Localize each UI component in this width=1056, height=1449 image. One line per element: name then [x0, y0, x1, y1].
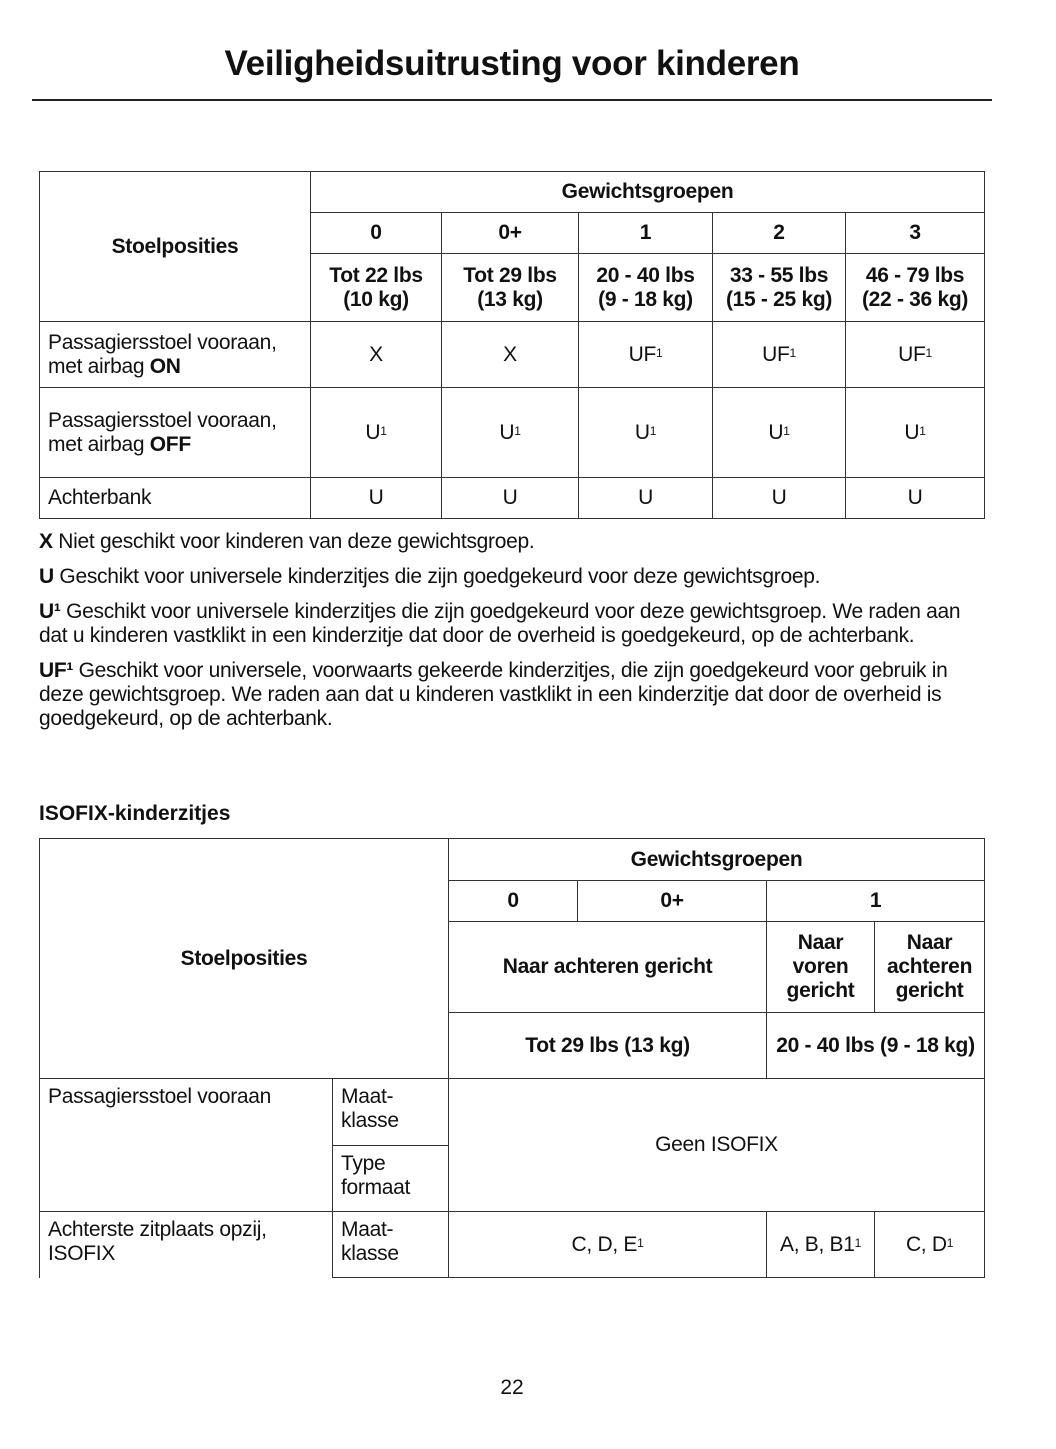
table-row: Passagiersstoel vooraan, met airbag ON X X… [39, 321, 986, 388]
seat-position-table: Stoelposities Gewichtsgroepen 0 0+ 1 2 3… [39, 171, 986, 519]
legend-key: X [39, 530, 53, 553]
value-cell: UF1 [712, 321, 846, 388]
no-isofix-cell: Geen ISOFIX [448, 1078, 986, 1212]
value-cell: C, D, E1 [448, 1211, 768, 1278]
weight-row: Tot 22 lbs (10 kg) Tot 29 lbs (13 kg) 20 - 4… [40, 253, 986, 322]
value-cell: X [310, 321, 442, 388]
size-class-label: Maat-klasse [331, 1078, 450, 1146]
value-cell: X [441, 321, 579, 388]
weight-cell: 20 - 40 lbs (9 - 18 kg) [578, 253, 713, 322]
value-cell: UF1 [844, 321, 986, 388]
group-header: Gewichtsgroepen [309, 171, 986, 213]
weight-cell: Tot 22 lbs (10 kg) [310, 253, 442, 322]
value-cell: U [310, 477, 442, 519]
legend-item: X Niet geschikt voor kinderen van deze g… [39, 530, 989, 554]
legend-item: UF¹ Geschikt voor universele, voorwaarts… [39, 659, 989, 731]
value-cell: U1 [844, 387, 986, 478]
row-label: Achterste zitplaats opzij, ISOFIX [39, 1211, 333, 1278]
legend-text: Geschikt voor universele kinderzitjes di… [59, 565, 821, 588]
legend-item: U Geschikt voor universele kinderzitjes … [39, 565, 989, 589]
legend: X Niet geschikt voor kinderen van deze g… [39, 530, 989, 742]
legend-text: Geschikt voor universele, voorwaarts gek… [39, 659, 948, 730]
legend-text: Geschikt voor universele kinderzitjes di… [39, 600, 961, 647]
value-cell: C, D1 [874, 1211, 986, 1278]
value-cell: U [712, 477, 846, 519]
group-cell: 0+ [441, 212, 579, 254]
isofix-heading: ISOFIX-kinderzitjes [39, 802, 231, 825]
group-cell: 0 [310, 212, 442, 254]
page-title: Veiligheidsuitrusting voor kinderen [224, 44, 800, 83]
legend-text: Niet geschikt voor kinderen van deze gew… [58, 530, 535, 553]
rear-facing-cell-2: Naar achteren gericht [874, 921, 986, 1013]
group-cell: 1 [578, 212, 713, 254]
group-cell: 1 [766, 880, 986, 922]
rear-facing-cell: Naar achteren gericht [448, 921, 768, 1013]
value-cell: A, B, B11 [766, 1211, 876, 1278]
value-cell: U [441, 477, 579, 519]
table-row: Passagiersstoel vooraan, met airbag OFF U… [39, 387, 986, 478]
group-row: 0 0+ 1 2 3 [40, 212, 986, 254]
type-format-label: Type formaat [331, 1145, 450, 1212]
value-cell: U1 [310, 387, 442, 478]
seat-header: Stoelposities [38, 838, 450, 1079]
value-cell: UF1 [578, 321, 713, 388]
value-cell: U [844, 477, 986, 519]
row-label: Achterbank [39, 477, 311, 519]
row-label: Passagiersstoel vooraan, met airbag ON [39, 321, 311, 388]
page-number: 22 [500, 1376, 524, 1399]
legend-key: UF¹ [39, 659, 74, 682]
group-cell: 3 [844, 212, 986, 254]
weight-cell: 46 - 79 lbs (22 - 36 kg) [844, 253, 986, 322]
forward-facing-cell: Naar voren gericht [766, 921, 876, 1013]
legend-item: U¹ Geschikt voor universele kinderzitjes… [39, 600, 989, 648]
weight-cell: Tot 29 lbs (13 kg) [448, 1012, 768, 1079]
value-cell: U1 [578, 387, 713, 478]
row-label: Passagiersstoel vooraan, met airbag OFF [39, 387, 311, 478]
value-cell: U1 [441, 387, 579, 478]
legend-key: U [39, 565, 54, 588]
weight-cell: 20 - 40 lbs (9 - 18 kg) [766, 1012, 986, 1079]
group-cell: 2 [712, 212, 846, 254]
group-header: Gewichtsgroepen [448, 838, 986, 881]
seat-header: Stoelposities [39, 171, 311, 322]
value-cell: U [578, 477, 713, 519]
weight-cell: Tot 29 lbs (13 kg) [441, 253, 579, 322]
row-label: Passagiersstoel vooraan [39, 1078, 333, 1212]
weight-cell: 33 - 55 lbs (15 - 25 kg) [712, 253, 846, 322]
isofix-table: Stoelposities Gewichtsgroepen 0 0+ 1 Naa… [38, 838, 986, 1278]
title-divider [32, 99, 992, 101]
group-cell: 0 [448, 880, 579, 922]
value-cell: U1 [712, 387, 846, 478]
legend-key: U¹ [39, 600, 61, 623]
size-class-label: Maat-klasse [331, 1211, 450, 1278]
group-cell: 0+ [577, 880, 768, 922]
